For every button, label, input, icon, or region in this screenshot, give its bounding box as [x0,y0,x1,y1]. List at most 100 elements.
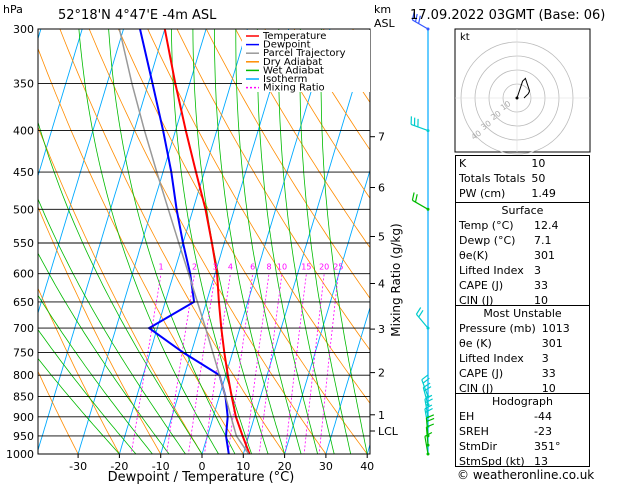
isotherm-line [242,31,370,454]
km-tick-label: 1 [378,409,385,422]
table-row: Totals Totals 50 [456,171,589,186]
table-row: Lifted Index 3 [456,351,589,366]
wet-adiabat-line [320,29,368,454]
wind-barb-dot [426,129,430,133]
table-row: Lifted Index 3 [456,263,589,278]
km-tick-label: 2 [378,367,385,380]
row-value: 3 [541,352,549,365]
row-key: Temp (°C) [459,219,514,232]
isotherm-line [77,29,207,454]
wind-barb [415,313,429,329]
mixing-ratio-label: 1 [159,263,164,272]
dry-adiabat-line [235,29,370,249]
pressure-tick-label: 550 [13,237,34,250]
wind-barb-dot [426,443,430,447]
isotherm-line [38,29,83,178]
row-value: 50 [531,172,546,185]
surface-panel: Surface Temp (°C) 12.4 Dewp (°C) 7.1 θe(K) 30… [455,202,590,307]
wind-barb-feather [424,431,433,437]
pressure-tick-label: 650 [13,296,34,309]
mixing-ratio-line [187,273,216,454]
wet-adiabat-line [78,29,219,454]
wind-barb [412,199,429,210]
row-key: SREH [459,425,489,438]
mixing-ratio-line [303,273,325,454]
isotherm-line [325,306,370,454]
table-row: K 10 [456,156,589,171]
row-key: CIN (J) [459,382,494,395]
hodograph-table-panel: Hodograph EH -44 SREH -23 StmDir 351° StmSpd (… [455,393,590,469]
wind-barb-dot [426,403,430,407]
series-dewpoint [139,29,230,454]
hodograph-unit-label: kt [460,32,470,43]
wet-adiabat-line [214,29,286,454]
row-value: 10 [531,157,546,170]
row-key: CAPE (J) [459,367,504,380]
location-title: 52°18'N 4°47'E -4m ASL [58,8,217,23]
mixing-ratio-label: 8 [266,263,271,272]
hodograph-frame [454,28,591,153]
x-tick-label: 10 [236,460,250,473]
pressure-tick-label: 500 [13,203,34,216]
wet-adiabat-line [192,29,269,454]
pressure-tick-label: 700 [13,322,34,335]
wet-adiabat-line [299,29,352,454]
wet-adiabat-line [278,29,335,454]
legend-label: Isotherm [263,74,307,85]
wind-barb-feather [411,192,415,201]
mixing-ratio-label: 6 [250,263,255,272]
row-value: -23 [534,425,552,438]
pressure-tick-label: 400 [13,125,34,138]
row-key: CIN (J) [459,294,494,307]
row-value: 3 [534,264,541,277]
wind-barb-feather [424,404,433,410]
row-value: 301 [541,337,563,350]
datetime-title: 17.09.2022 03GMT (Base: 06) [410,8,605,23]
row-value: 10 [534,294,548,307]
table-row: PW (cm) 1.49 [456,186,589,201]
table-row: θe(K) 301 [456,248,589,263]
row-value: 7.1 [534,234,552,247]
pressure-tick-label: 900 [13,411,34,424]
table-row: SREH -23 [456,424,589,439]
row-value: 12.4 [534,219,559,232]
mixing-ratio-line [258,273,283,454]
legend-label: Dewpoint [263,40,311,51]
wind-barb-feather [425,407,433,413]
row-value: 1.49 [531,187,556,200]
table-row: Dewp (°C) 7.1 [456,233,589,248]
indices-panel: K 10 Totals Totals 50 PW (cm) 1.49 [455,155,590,203]
dry-adiabat-line [176,29,370,351]
wet-adiabat-line [38,328,137,454]
pressure-tick-label: 750 [13,346,34,359]
wind-barb-dot [426,326,430,330]
mixing-ratio-label: 3 [213,263,218,272]
table-row: CIN (J) 10 [456,381,589,396]
wet-adiabat-line [38,357,120,454]
dry-adiabat-line [205,29,370,299]
wind-barb-dot [426,27,430,31]
wind-barb [410,123,429,132]
most-unstable-panel: Most Unstable Pressure (mb) 1013 θe (K) 301… [455,305,590,396]
wet-adiabat-line [38,294,153,454]
km-tick-label: 4 [378,278,385,291]
x-tick-label: -30 [69,460,87,473]
table-row: EH -44 [456,409,589,424]
pressure-tick-label: 850 [13,391,34,404]
row-key: CAPE (J) [459,279,504,292]
row-value: 33 [541,367,556,380]
isotherm-line [0,17,3,471]
wind-barb-feather [424,394,433,400]
wet-adiabat-line [256,29,319,454]
hodograph-table-title: Hodograph [492,395,553,408]
legend-label: Dry Adiabat [263,57,322,68]
wet-adiabat-line [170,29,253,454]
pressure-tick-label: 350 [13,77,34,90]
x-tick-label: 40 [360,460,374,473]
mixing-ratio-line [284,273,307,454]
series-temperature [163,29,251,454]
table-row: StmSpd (kt) 13 [456,454,589,469]
wet-adiabat-line [38,120,203,454]
wind-barb [421,379,429,397]
isotherm-line [38,29,166,452]
